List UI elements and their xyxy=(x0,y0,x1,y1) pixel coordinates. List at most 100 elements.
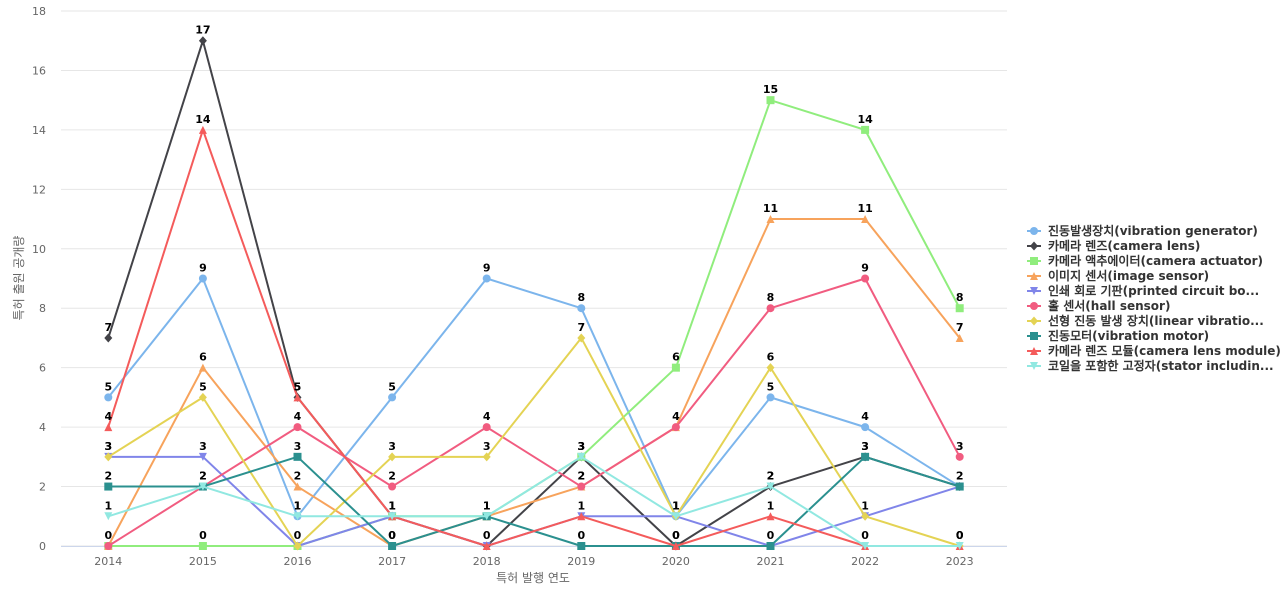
data-label: 7 xyxy=(956,321,964,334)
data-point xyxy=(104,512,113,521)
data-point xyxy=(955,304,964,313)
data-label: 3 xyxy=(104,440,112,453)
data-label: 3 xyxy=(577,440,585,453)
y-tick-label: 14 xyxy=(32,124,46,137)
data-label: 3 xyxy=(199,440,207,453)
data-point xyxy=(671,363,680,372)
data-point xyxy=(766,393,775,402)
data-point xyxy=(388,452,397,462)
data-label: 7 xyxy=(104,321,112,334)
series-hall-sensor xyxy=(104,274,964,550)
data-point xyxy=(198,363,207,372)
legend-item[interactable]: 홀 센서(hall sensor) xyxy=(1027,298,1170,313)
data-point xyxy=(293,452,302,461)
data-point xyxy=(766,542,775,550)
legend-item[interactable]: 카메라 렌즈 모듈(camera lens module) xyxy=(1027,343,1280,358)
y-tick-label: 0 xyxy=(39,540,46,553)
data-label: 3 xyxy=(104,440,112,453)
data-point xyxy=(861,452,870,461)
series-linear-vibratio xyxy=(104,333,964,551)
data-label: 0 xyxy=(104,529,112,542)
series-line xyxy=(107,336,960,547)
data-label: 5 xyxy=(199,380,207,393)
legend-label: 카메라 렌즈(camera lens) xyxy=(1048,238,1200,253)
data-point xyxy=(293,512,302,521)
data-label: 14 xyxy=(857,113,873,126)
data-point xyxy=(861,423,870,432)
data-label: 2 xyxy=(388,470,396,483)
data-point xyxy=(198,482,207,491)
legend-item[interactable]: 카메라 렌즈(camera lens) xyxy=(1027,238,1200,253)
data-point xyxy=(861,542,870,550)
data-point xyxy=(482,512,491,521)
legend-item[interactable]: 카메라 액추에이터(camera actuator) xyxy=(1027,253,1263,268)
x-tick-label: 2015 xyxy=(189,555,217,568)
legend-symbol xyxy=(1030,362,1038,370)
data-label: 3 xyxy=(956,440,964,453)
data-point xyxy=(293,482,302,491)
data-label: 6 xyxy=(767,351,775,364)
data-label: 9 xyxy=(483,262,491,275)
data-label: 8 xyxy=(956,291,964,304)
data-point xyxy=(482,274,491,283)
legend: 진동발생장치(vibration generator)카메라 렌즈(camera… xyxy=(1027,223,1280,373)
data-point xyxy=(861,511,870,521)
data-label: 4 xyxy=(672,410,680,423)
legend-label: 카메라 렌즈 모듈(camera lens module) xyxy=(1048,343,1280,358)
legend-item[interactable]: 이미지 센서(image sensor) xyxy=(1027,268,1209,283)
data-point xyxy=(104,333,113,343)
data-point xyxy=(577,512,586,521)
legend-item[interactable]: 진동모터(vibration motor) xyxy=(1027,328,1209,343)
x-tick-label: 2022 xyxy=(851,555,879,568)
legend-label: 인쇄 회로 기판(printed circuit bo... xyxy=(1048,283,1259,298)
data-label: 0 xyxy=(483,529,491,542)
data-label: 3 xyxy=(388,440,396,453)
legend-item[interactable]: 인쇄 회로 기판(printed circuit bo... xyxy=(1027,283,1259,298)
data-label: 11 xyxy=(763,202,778,215)
data-label: 5 xyxy=(294,380,302,393)
y-tick-label: 18 xyxy=(32,5,46,18)
legend-symbol xyxy=(1030,302,1038,310)
data-label: 1 xyxy=(861,499,869,512)
legend-label: 카메라 액추에이터(camera actuator) xyxy=(1048,253,1263,268)
data-label: 3 xyxy=(861,440,869,453)
data-point xyxy=(388,512,397,521)
data-label: 8 xyxy=(577,291,585,304)
data-point xyxy=(388,393,397,402)
data-label: 0 xyxy=(199,529,207,542)
data-label: 15 xyxy=(763,83,778,96)
data-label: 2 xyxy=(199,470,207,483)
data-label: 4 xyxy=(104,410,112,423)
legend-item[interactable]: 코일을 포함한 고정자(stator includin... xyxy=(1027,358,1274,373)
data-point xyxy=(766,482,775,491)
data-point xyxy=(577,542,586,550)
data-point xyxy=(198,125,207,134)
legend-item[interactable]: 진동발생장치(vibration generator) xyxy=(1027,223,1258,238)
data-point xyxy=(766,96,775,105)
data-label: 2 xyxy=(104,470,112,483)
data-label: 1 xyxy=(672,499,680,512)
legend-symbol xyxy=(1030,272,1038,280)
data-point xyxy=(671,542,680,550)
data-point xyxy=(861,215,870,224)
data-point xyxy=(671,423,680,432)
legend-label: 이미지 센서(image sensor) xyxy=(1048,268,1209,283)
data-point xyxy=(955,482,964,491)
data-label: 0 xyxy=(767,529,775,542)
data-label: 6 xyxy=(672,351,680,364)
legend-symbol xyxy=(1030,347,1038,355)
x-tick-label: 2014 xyxy=(94,555,122,568)
x-axis-title: 특허 발행 연도 xyxy=(496,570,570,585)
data-point xyxy=(766,512,775,521)
data-label: 0 xyxy=(956,529,964,542)
data-point xyxy=(766,215,775,224)
data-point xyxy=(482,423,491,432)
series-line xyxy=(107,277,961,518)
x-tick-label: 2020 xyxy=(662,555,690,568)
data-label: 14 xyxy=(195,113,211,126)
x-tick-label: 2023 xyxy=(946,555,974,568)
legend-item[interactable]: 선형 진동 발생 장치(linear vibratio... xyxy=(1027,313,1264,328)
